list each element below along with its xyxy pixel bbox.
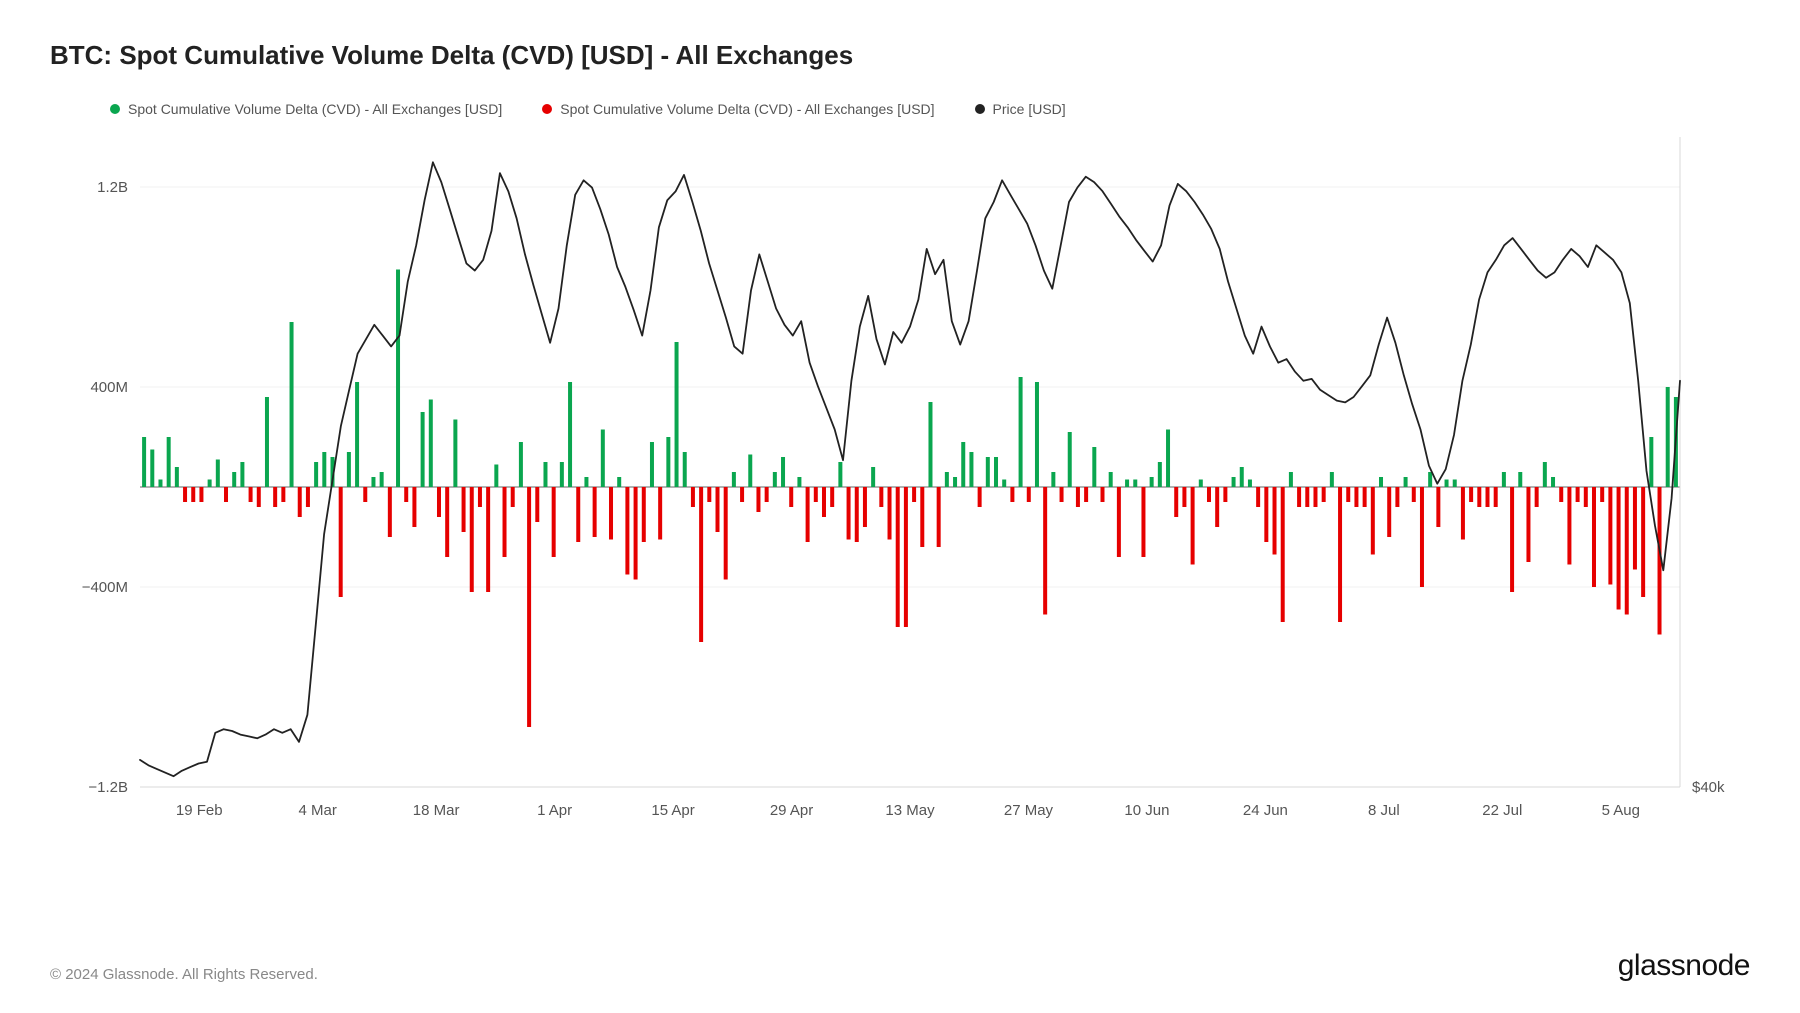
chart-plot-area: 1.2B 400M −400M −1.2B 19 Feb 4 Mar 18 Mar 1 Apr… [50, 127, 1750, 847]
legend-item-positive: Spot Cumulative Volume Delta (CVD) - All… [110, 101, 502, 117]
svg-text:15 Apr: 15 Apr [651, 802, 694, 819]
svg-text:$40k: $40k [1692, 779, 1725, 796]
legend-label-negative: Spot Cumulative Volume Delta (CVD) - All… [560, 101, 934, 117]
svg-text:1.2B: 1.2B [97, 179, 128, 196]
svg-text:29 Apr: 29 Apr [770, 802, 813, 819]
chart-footer: © 2024 Glassnode. All Rights Reserved. g… [50, 949, 1750, 983]
svg-text:8 Jul: 8 Jul [1368, 802, 1400, 819]
svg-text:400M: 400M [90, 379, 128, 396]
svg-text:18 Mar: 18 Mar [413, 802, 460, 819]
svg-text:5 Aug: 5 Aug [1602, 802, 1640, 819]
svg-text:10 Jun: 10 Jun [1124, 802, 1169, 819]
chart-legend: Spot Cumulative Volume Delta (CVD) - All… [110, 101, 1750, 117]
svg-text:13 May: 13 May [885, 802, 935, 819]
legend-item-negative: Spot Cumulative Volume Delta (CVD) - All… [542, 101, 934, 117]
legend-label-price: Price [USD] [993, 101, 1066, 117]
legend-label-positive: Spot Cumulative Volume Delta (CVD) - All… [128, 101, 502, 117]
svg-text:−400M: −400M [82, 579, 128, 596]
svg-text:−1.2B: −1.2B [88, 779, 128, 796]
svg-text:24 Jun: 24 Jun [1243, 802, 1288, 819]
legend-dot-negative [542, 104, 552, 114]
brand-logo: glassnode [1618, 949, 1750, 983]
svg-text:22 Jul: 22 Jul [1482, 802, 1522, 819]
svg-text:27 May: 27 May [1004, 802, 1054, 819]
chart-container: BTC: Spot Cumulative Volume Delta (CVD) … [0, 0, 1800, 1013]
legend-item-price: Price [USD] [975, 101, 1066, 117]
legend-dot-positive [110, 104, 120, 114]
svg-text:4 Mar: 4 Mar [299, 802, 337, 819]
legend-dot-price [975, 104, 985, 114]
copyright-text: © 2024 Glassnode. All Rights Reserved. [50, 966, 318, 983]
chart-title: BTC: Spot Cumulative Volume Delta (CVD) … [50, 40, 1750, 71]
chart-svg: 1.2B 400M −400M −1.2B 19 Feb 4 Mar 18 Mar 1 Apr… [50, 127, 1750, 847]
svg-text:1 Apr: 1 Apr [537, 802, 572, 819]
svg-text:19 Feb: 19 Feb [176, 802, 223, 819]
